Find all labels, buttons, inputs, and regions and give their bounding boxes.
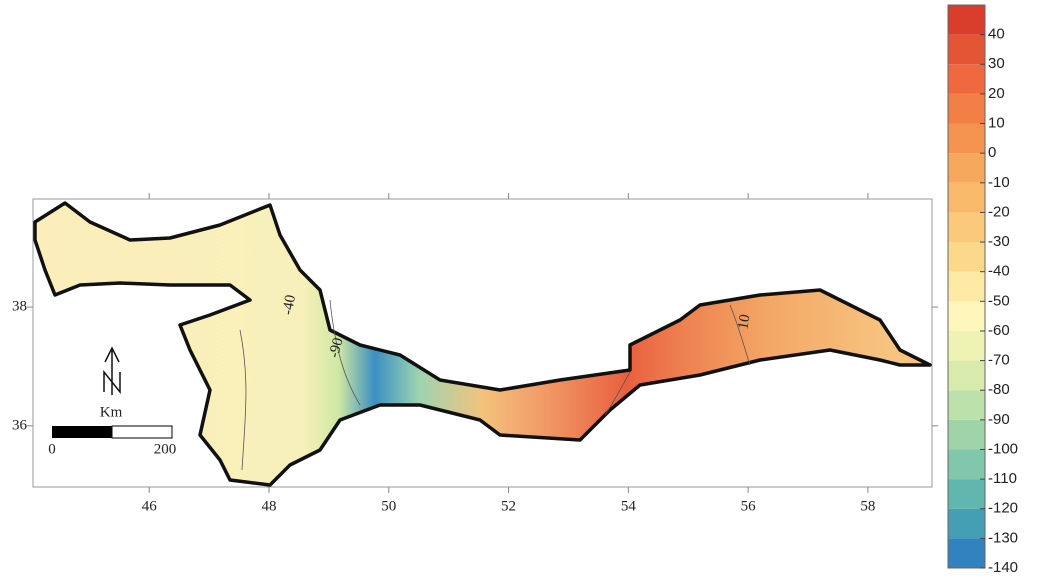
scale-unit: Km [100, 404, 123, 420]
colorbar-tick-label: 10 [988, 114, 1005, 131]
colorbar-band [948, 419, 985, 450]
x-tick-label: 46 [142, 498, 158, 514]
colorbar-tick-label: -40 [988, 263, 1010, 280]
colorbar-band [948, 390, 985, 420]
y-tick-label: 38 [12, 299, 27, 315]
y-tick-label: 36 [12, 417, 28, 433]
colorbar-tick-label: -60 [988, 322, 1010, 339]
scale-bar [111, 425, 173, 439]
colorbar-band [948, 301, 985, 331]
colorbar-tick-label: -140 [988, 559, 1018, 576]
colorbar-tick-label: -80 [988, 381, 1010, 398]
colorbar-tick-label: -100 [988, 440, 1018, 457]
colorbar-band [948, 508, 985, 539]
colorbar-band [948, 242, 985, 272]
x-tick-label: 54 [621, 498, 637, 514]
region [33, 201, 932, 487]
contour-label: -90 [326, 336, 347, 359]
contour-label: -40 [280, 294, 299, 316]
x-tick-label: 48 [261, 498, 276, 514]
contour-lines [239, 299, 751, 471]
colorbar-tick-label: 20 [988, 85, 1005, 102]
colorbar-tick-label: -110 [988, 470, 1017, 487]
colorbar-band [948, 449, 985, 480]
contour-label: 10 [735, 313, 753, 331]
colorbar-tick-label: -30 [988, 233, 1010, 250]
colorbar-tick-label: -90 [988, 411, 1010, 428]
colorbar-tick-label: 30 [988, 55, 1005, 72]
colorbar-band [948, 212, 985, 243]
map-frame [32, 198, 933, 488]
x-tick-label: 58 [860, 498, 875, 514]
x-tick-label: 50 [381, 498, 396, 514]
colorbar-band [948, 538, 985, 568]
colorbar-band [948, 93, 985, 124]
colorbar-band [948, 360, 985, 391]
colorbar-tick-label: -20 [988, 203, 1010, 220]
colorbar-band [948, 34, 985, 65]
colorbar-tick-label: -50 [988, 292, 1010, 309]
colorbar-band [948, 64, 985, 94]
colorbar-band [948, 5, 985, 35]
colorbar-band [948, 123, 985, 154]
colorbar-tick-label: -70 [988, 352, 1010, 369]
scale-bar [52, 426, 112, 438]
colorbar-band [948, 479, 985, 509]
colorbar: -140-130-120-110-100-90-80-70-60-50-40-3… [947, 4, 1018, 576]
colorbar-band [948, 182, 985, 213]
scale-label: 0 [48, 441, 56, 457]
colorbar-frame [947, 4, 986, 569]
colorbar-tick-label: -120 [988, 500, 1018, 517]
colorbar-tick-label: 40 [988, 26, 1005, 43]
colorbar-tick-label: -130 [988, 529, 1018, 546]
colorbar-band [948, 271, 985, 302]
colorbar-tick-label: 0 [988, 144, 996, 161]
colorbar-band [948, 330, 985, 361]
colorbar-band [948, 153, 985, 183]
x-tick-label: 52 [501, 498, 516, 514]
colorbar-tick-label: -10 [988, 174, 1010, 191]
scale-label: 200 [154, 441, 177, 457]
x-tick-label: 56 [741, 498, 757, 514]
north-arrow [103, 346, 121, 395]
